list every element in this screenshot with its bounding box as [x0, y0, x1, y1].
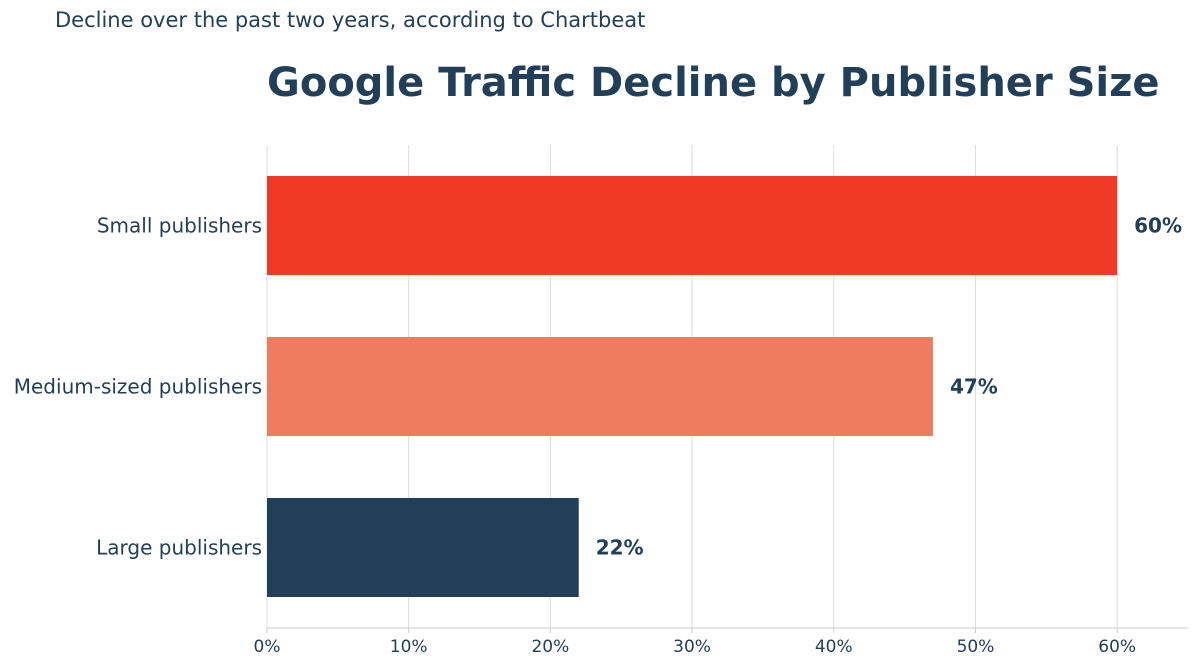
- chart-title: Google Traffic Decline by Publisher Size: [267, 60, 1160, 106]
- x-tick-label: 40%: [815, 637, 853, 657]
- value-label: 60%: [1134, 214, 1182, 238]
- category-label: Medium-sized publishers: [14, 375, 262, 399]
- labels: Small publishers 60% Medium-sized publishe…: [14, 214, 1182, 560]
- x-tick-label: 10%: [390, 637, 428, 657]
- bar: [267, 176, 1118, 275]
- value-label: 47%: [950, 375, 998, 399]
- axes: 0% 10% 20% 30% 40% 50% 60%: [254, 627, 1188, 657]
- bars: [267, 176, 1118, 597]
- x-tick-label: 30%: [673, 637, 711, 657]
- x-tick-label: 20%: [531, 637, 569, 657]
- bar: [267, 498, 579, 597]
- x-tick-label: 60%: [1098, 637, 1136, 657]
- bar: [267, 337, 933, 436]
- category-label: Small publishers: [97, 214, 262, 238]
- value-label: 22%: [596, 536, 644, 560]
- chart-subtitle: Decline over the past two years, accordi…: [55, 8, 646, 32]
- x-tick-label: 0%: [254, 637, 281, 657]
- x-tick-label: 50%: [957, 637, 995, 657]
- category-label: Large publishers: [96, 536, 262, 560]
